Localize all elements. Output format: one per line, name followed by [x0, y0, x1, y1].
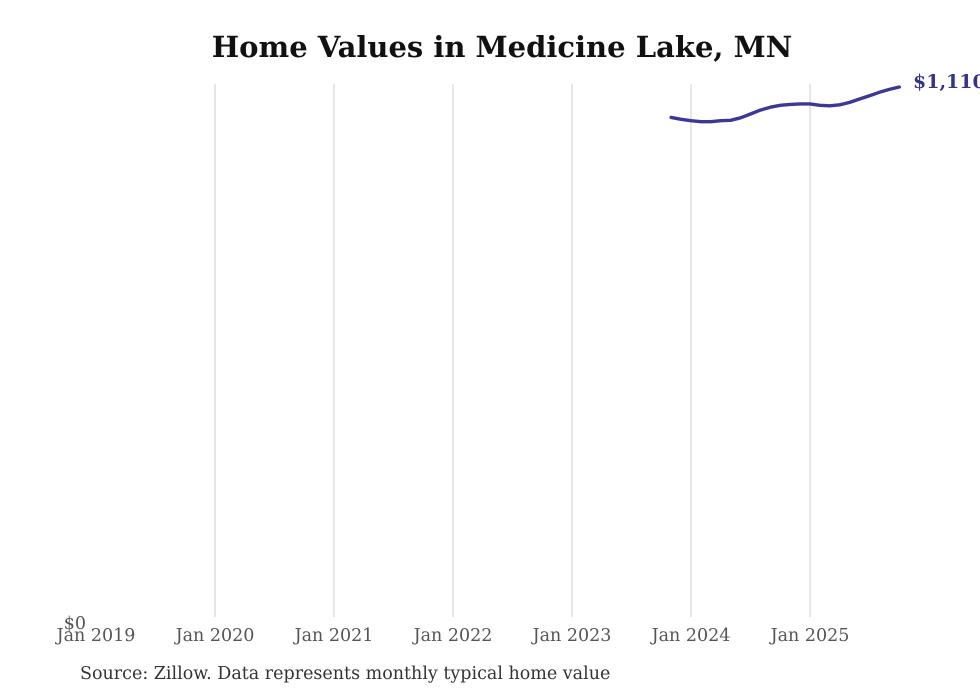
- x-tick-label-jan-2022: Jan 2022: [412, 626, 493, 646]
- x-tick-label-jan-2021: Jan 2021: [293, 626, 374, 646]
- source-note: Source: Zillow. Data represents monthly …: [80, 664, 611, 684]
- x-tick-label-jan-2019: Jan 2019: [55, 626, 136, 646]
- latest-value-label: $1,110,: [913, 71, 980, 93]
- x-tick-label-jan-2025: Jan 2025: [769, 626, 850, 646]
- chart-title: Home Values in Medicine Lake, MN: [211, 30, 793, 64]
- y-tick-label-zero: $0: [64, 614, 86, 634]
- x-tick-label-jan-2020: Jan 2020: [174, 626, 255, 646]
- x-tick-label-jan-2023: Jan 2023: [531, 626, 612, 646]
- x-tick-label-jan-2024: Jan 2024: [650, 626, 731, 646]
- home-values-line: [669, 85, 901, 124]
